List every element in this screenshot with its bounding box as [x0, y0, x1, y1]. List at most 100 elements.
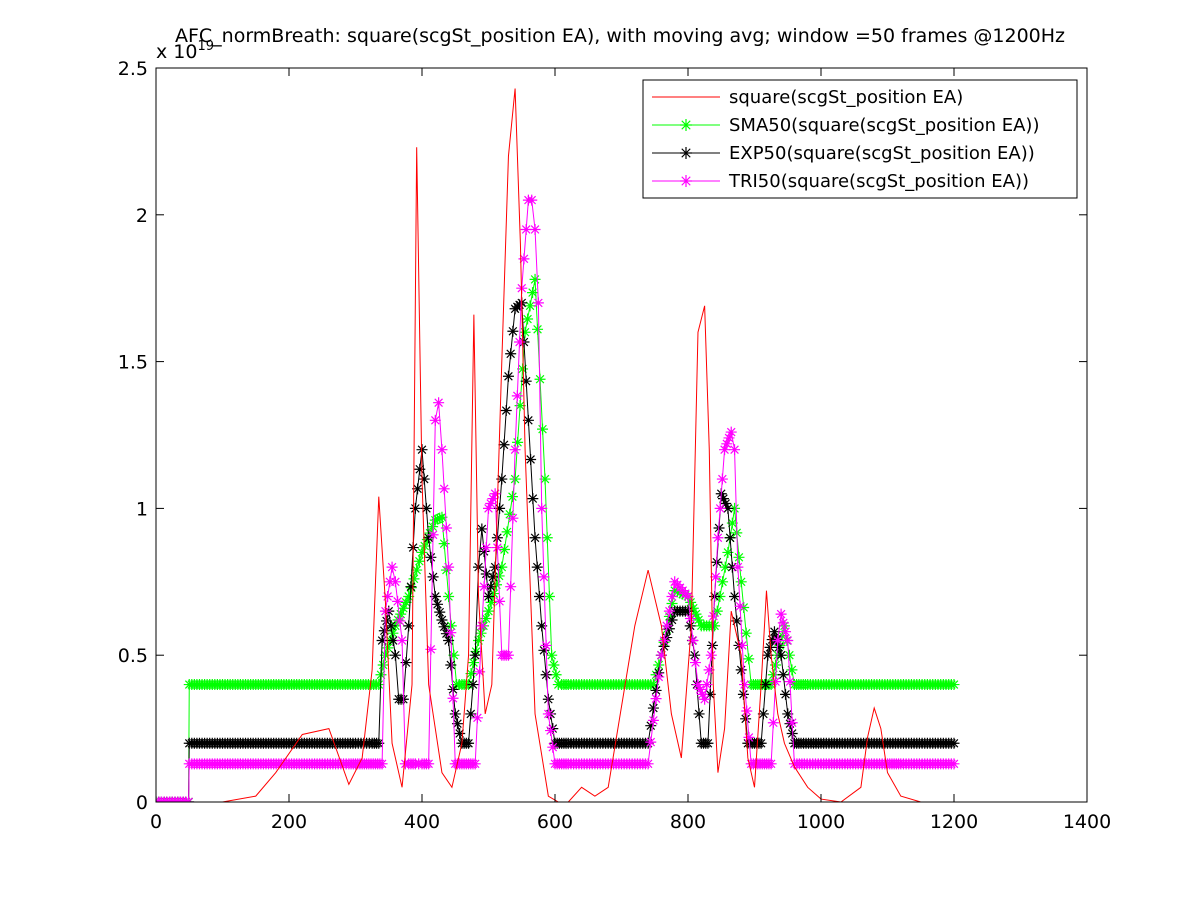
- y-tick-label: 0.5: [118, 645, 148, 667]
- series-0: [156, 88, 954, 802]
- marker-point: [400, 657, 412, 669]
- marker-point: [376, 758, 388, 770]
- marker-point: [440, 522, 452, 534]
- marker-point: [418, 473, 430, 485]
- marker-point: [438, 483, 450, 495]
- marker-point: [550, 669, 562, 681]
- marker-point: [386, 561, 398, 573]
- marker-point: [489, 488, 501, 500]
- marker-point: [443, 635, 455, 647]
- marker-point: [384, 576, 396, 588]
- marker-point: [483, 502, 494, 514]
- marker-point: [395, 608, 407, 620]
- marker-point: [786, 727, 798, 739]
- marker-point: [529, 223, 541, 235]
- marker-point: [451, 718, 463, 730]
- marker-point: [420, 502, 432, 514]
- marker-point: [687, 635, 699, 647]
- y-exponent-label: x 1019: [156, 39, 214, 63]
- marker-point: [774, 639, 786, 651]
- marker-point: [425, 643, 437, 655]
- legend-swatch-marker: [680, 147, 692, 159]
- marker-point: [538, 644, 550, 656]
- marker-point: [397, 602, 409, 614]
- marker-point: [786, 664, 798, 676]
- marker-point: [666, 614, 678, 626]
- marker-point: [487, 571, 499, 583]
- marker-point: [506, 491, 518, 503]
- marker-point: [527, 493, 539, 505]
- marker-point: [762, 649, 774, 661]
- marker-point: [711, 605, 723, 617]
- marker-point: [653, 659, 665, 671]
- marker-point: [725, 426, 737, 438]
- marker-point: [470, 646, 482, 658]
- series-2: [156, 297, 960, 802]
- x-tick-label: 1000: [797, 811, 845, 833]
- marker-point: [443, 561, 455, 573]
- marker-point: [465, 668, 477, 680]
- marker-point: [720, 498, 732, 510]
- marker-point: [471, 712, 483, 724]
- marker-point: [378, 625, 390, 637]
- marker-point: [642, 758, 654, 770]
- marker-point: [764, 641, 776, 653]
- marker-point: [424, 527, 436, 539]
- marker-point: [712, 532, 724, 544]
- x-tick-label: 600: [537, 811, 573, 833]
- marker-point: [709, 620, 721, 632]
- marker-point: [729, 590, 741, 602]
- marker-point: [547, 741, 559, 753]
- marker-point: [658, 635, 670, 647]
- marker-point: [729, 502, 741, 514]
- marker-point: [760, 679, 772, 691]
- marker-point: [509, 444, 521, 456]
- x-tick-label: 0: [150, 811, 162, 833]
- legend-swatch-marker: [680, 119, 692, 131]
- marker-point: [707, 610, 719, 622]
- marker-point: [448, 649, 460, 661]
- legend-entry-label: square(scgSt_position EA): [729, 87, 963, 108]
- marker-point: [498, 544, 510, 556]
- marker-point: [529, 532, 541, 544]
- marker-point: [545, 725, 557, 737]
- marker-point: [408, 573, 420, 585]
- marker-point: [518, 253, 530, 265]
- marker-point: [729, 444, 741, 456]
- marker-point: [680, 119, 692, 131]
- series-layer: [156, 88, 960, 802]
- marker-point: [543, 590, 555, 602]
- marker-point: [520, 375, 532, 387]
- marker-point: [427, 571, 439, 583]
- marker-point: [412, 483, 424, 495]
- marker-point: [717, 493, 729, 505]
- marker-point: [948, 737, 960, 749]
- marker-point: [474, 666, 486, 678]
- marker-point: [777, 669, 789, 681]
- marker-point: [692, 679, 704, 691]
- marker-point: [376, 635, 388, 647]
- marker-point: [465, 708, 477, 720]
- marker-point: [379, 649, 391, 661]
- marker-point: [777, 617, 789, 629]
- marker-point: [517, 363, 529, 375]
- marker-point: [696, 688, 708, 700]
- marker-point: [948, 679, 960, 691]
- marker-point: [680, 147, 692, 159]
- marker-point: [786, 717, 798, 729]
- marker-point: [782, 635, 794, 647]
- marker-point: [438, 538, 450, 550]
- marker-point: [485, 498, 497, 510]
- marker-point: [653, 671, 665, 683]
- marker-point: [647, 702, 659, 714]
- marker-point: [429, 414, 441, 426]
- marker-point: [525, 453, 537, 465]
- marker-point: [736, 639, 748, 651]
- marker-point: [780, 688, 792, 700]
- marker-point: [480, 613, 492, 624]
- marker-point: [423, 758, 435, 770]
- marker-point: [724, 532, 736, 544]
- marker-point: [427, 521, 439, 533]
- marker-point: [447, 692, 459, 704]
- marker-point: [389, 649, 401, 661]
